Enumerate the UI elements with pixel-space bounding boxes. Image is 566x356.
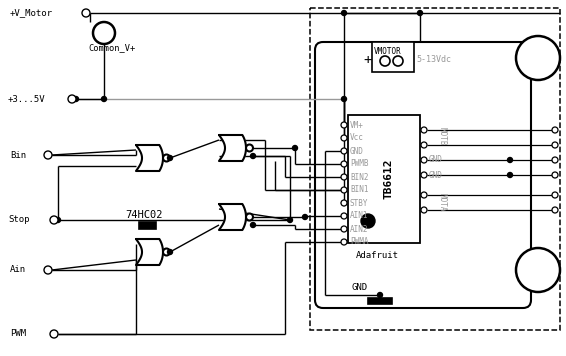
Text: +V_Motor: +V_Motor (10, 9, 53, 17)
Text: +: + (363, 53, 371, 67)
Text: 5-13Vdc: 5-13Vdc (416, 56, 451, 64)
Circle shape (380, 56, 390, 66)
Circle shape (251, 153, 255, 158)
Circle shape (163, 248, 170, 256)
Circle shape (516, 248, 560, 292)
Circle shape (508, 173, 512, 178)
Bar (310, 8, 560, 330)
Text: Bin: Bin (10, 151, 26, 159)
Circle shape (341, 239, 347, 245)
Circle shape (341, 200, 346, 205)
Circle shape (50, 216, 58, 224)
Bar (348, 115, 420, 243)
Text: Adafruit: Adafruit (356, 251, 399, 260)
Circle shape (163, 155, 170, 162)
Text: GND: GND (429, 156, 443, 164)
Text: PWMA: PWMA (350, 237, 368, 246)
Text: BIN2: BIN2 (350, 173, 368, 182)
Circle shape (552, 172, 558, 178)
Polygon shape (219, 204, 246, 230)
Text: MOTA: MOTA (438, 193, 447, 211)
Text: Common_V+: Common_V+ (88, 43, 135, 52)
Text: Stop: Stop (8, 215, 29, 225)
Text: AIN2: AIN2 (350, 225, 368, 234)
Circle shape (168, 250, 173, 255)
Text: VM+: VM+ (350, 120, 364, 130)
Circle shape (378, 293, 383, 298)
Circle shape (508, 157, 512, 162)
Text: +3...5V: +3...5V (8, 94, 46, 104)
Text: GND: GND (429, 171, 443, 179)
Circle shape (251, 222, 255, 227)
FancyBboxPatch shape (315, 42, 531, 308)
Circle shape (341, 96, 346, 101)
Circle shape (341, 213, 347, 219)
Circle shape (341, 135, 347, 141)
Circle shape (93, 22, 115, 44)
Circle shape (341, 226, 347, 232)
Polygon shape (219, 135, 246, 161)
Circle shape (341, 200, 347, 206)
Circle shape (552, 207, 558, 213)
Circle shape (393, 56, 403, 66)
Bar (372, 42, 414, 72)
Circle shape (421, 207, 427, 213)
Text: MOTB: MOTB (438, 127, 447, 145)
Text: Vcc: Vcc (350, 134, 364, 142)
Circle shape (288, 218, 293, 222)
Circle shape (552, 127, 558, 133)
Circle shape (421, 192, 427, 198)
Circle shape (341, 122, 347, 128)
Text: PWMB: PWMB (350, 159, 368, 168)
Text: 74HC02: 74HC02 (125, 210, 162, 220)
Circle shape (418, 10, 422, 16)
Text: STBY: STBY (350, 199, 368, 208)
Text: TB6612: TB6612 (384, 159, 394, 199)
Circle shape (44, 151, 52, 159)
Bar (139, 222, 156, 229)
Circle shape (341, 187, 347, 193)
Circle shape (341, 148, 347, 154)
Text: Ain: Ain (10, 266, 26, 274)
Circle shape (82, 9, 90, 17)
Circle shape (516, 36, 560, 80)
Circle shape (55, 218, 61, 222)
Circle shape (421, 142, 427, 148)
Circle shape (421, 127, 427, 133)
Circle shape (293, 146, 298, 151)
Polygon shape (136, 239, 163, 265)
Circle shape (101, 96, 106, 101)
Circle shape (68, 95, 76, 103)
Text: VMOTOR: VMOTOR (374, 47, 402, 56)
Circle shape (44, 266, 52, 274)
Text: BIN1: BIN1 (350, 185, 368, 194)
Text: PWM: PWM (10, 330, 26, 339)
Circle shape (421, 157, 427, 163)
Circle shape (50, 330, 58, 338)
Circle shape (168, 156, 173, 161)
Circle shape (341, 174, 347, 180)
Circle shape (341, 10, 346, 16)
Polygon shape (136, 145, 163, 171)
Circle shape (341, 161, 347, 167)
Circle shape (552, 192, 558, 198)
Circle shape (421, 172, 427, 178)
Circle shape (552, 142, 558, 148)
Circle shape (302, 215, 307, 220)
Circle shape (361, 214, 375, 228)
Circle shape (246, 145, 253, 152)
Circle shape (74, 96, 79, 101)
Text: AIN1: AIN1 (350, 211, 368, 220)
Text: GND: GND (350, 147, 364, 156)
Bar (368, 298, 392, 304)
Text: GND: GND (352, 283, 368, 292)
Circle shape (246, 214, 253, 220)
Circle shape (552, 157, 558, 163)
